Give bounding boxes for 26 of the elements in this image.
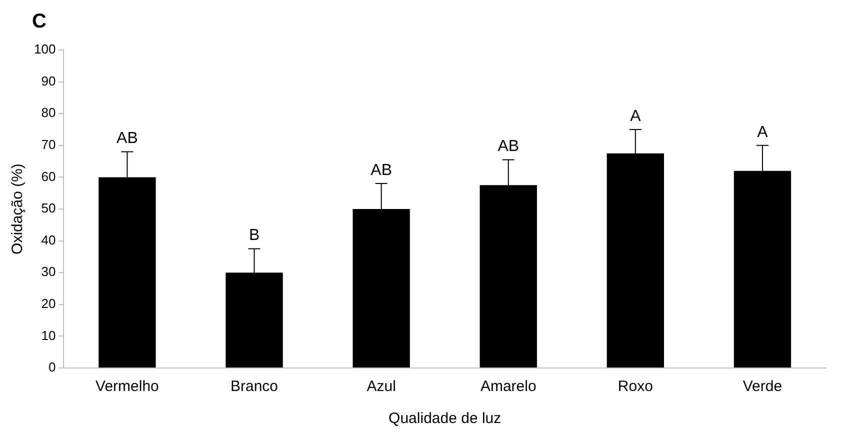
x-tick-label: Branco	[230, 378, 278, 396]
annotation: AB	[370, 162, 392, 179]
annotation: B	[248, 227, 260, 244]
y-tick-label: 60	[41, 168, 56, 184]
x-tick-label: Amarelo	[480, 378, 536, 396]
y-tick-label: 30	[41, 264, 56, 280]
x-tick-label: Azul	[366, 378, 396, 396]
y-tick-label: 20	[41, 296, 56, 311]
x-axis-title: Qualidade de luz	[388, 410, 502, 428]
y-tick-label: 50	[41, 200, 56, 216]
x-tick-label: Verde	[742, 378, 782, 396]
y-tick-label: 0	[48, 360, 56, 375]
y-tick-label: 40	[41, 232, 56, 248]
y-tick-label: 80	[41, 105, 56, 120]
chart-title: C	[32, 10, 46, 33]
x-tick-label: Vermelho	[96, 378, 159, 396]
annotation: AB	[498, 138, 520, 156]
y-axis-title: Oxidação (%)	[9, 164, 26, 254]
y-tick-label: 10	[41, 328, 56, 343]
x-tick-label: Roxo	[618, 378, 653, 396]
annotation: A	[630, 108, 642, 125]
y-tick-label: 90	[41, 73, 56, 88]
y-tick-label: 100	[34, 42, 56, 57]
annotation: AB	[116, 130, 138, 148]
annotation: A	[757, 124, 768, 141]
y-tick-label: 70	[41, 136, 56, 152]
